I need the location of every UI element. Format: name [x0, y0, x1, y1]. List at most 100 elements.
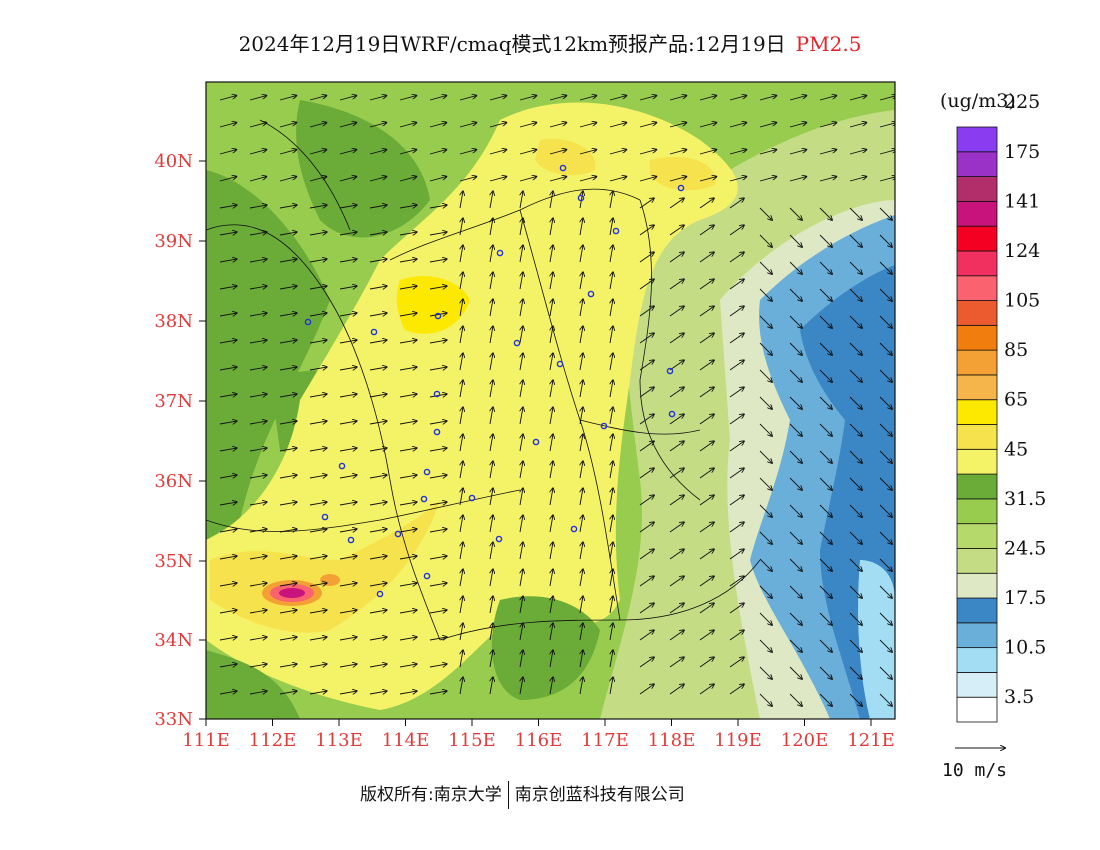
- wind-vector: [399, 340, 417, 343]
- wind-vector: [580, 245, 583, 263]
- wind-vector: [849, 150, 866, 155]
- wind-vector: [279, 96, 296, 101]
- city-marker: [570, 525, 578, 533]
- lat-label: 38N: [154, 311, 193, 332]
- wind-vector: [729, 414, 744, 425]
- wind-vector: [879, 177, 895, 182]
- wind-vector: [429, 286, 447, 289]
- wind-vector: [490, 326, 493, 344]
- wind-vector: [729, 522, 744, 533]
- wind-vector: [339, 394, 357, 397]
- colorbar-swatch: [956, 374, 998, 401]
- lon-label: 115E: [448, 730, 496, 751]
- wind-vector: [309, 448, 327, 451]
- wind-vector: [550, 515, 553, 533]
- wind-vector: [279, 286, 297, 289]
- latitude-labels: 40N 39N 38N 37N 36N 35N 34N 33N: [154, 151, 206, 730]
- copyright-right: 南京创蓝科技有限公司: [514, 785, 685, 805]
- wind-vector: [429, 610, 447, 613]
- wind-vector: [520, 191, 523, 209]
- wind-vector: [639, 96, 656, 101]
- city-marker: [420, 495, 428, 503]
- wind-vector: [729, 549, 744, 560]
- wind-vector: [759, 123, 776, 128]
- wind-vector: [279, 664, 297, 667]
- wind-vector: [580, 542, 583, 560]
- lon-label: 120E: [781, 730, 829, 751]
- wind-vector: [639, 522, 654, 533]
- wind-vector: [490, 461, 493, 479]
- wind-vector: [249, 448, 267, 451]
- wind-vector: [879, 234, 892, 247]
- wind-vector: [729, 279, 744, 290]
- city-marker: [376, 590, 384, 598]
- city-marker: [468, 494, 476, 502]
- wind-vector: [610, 353, 613, 371]
- wind-vector: [399, 232, 417, 235]
- wind-vector: [219, 421, 237, 424]
- wind-vector: [249, 529, 267, 532]
- wind-vector: [309, 232, 327, 235]
- wind-vector: [490, 407, 493, 425]
- wind-vector: [279, 556, 297, 559]
- wind-vector: [549, 123, 566, 128]
- wind-vector: [759, 342, 772, 355]
- wind-vector: [520, 272, 523, 290]
- wind-vector: [610, 488, 613, 506]
- wind-vector: [789, 150, 806, 155]
- wind-vector: [219, 286, 237, 289]
- wind-vector: [789, 639, 802, 652]
- wind-vector: [249, 259, 267, 262]
- wind-vector: [849, 288, 862, 301]
- lon-label: 119E: [714, 730, 762, 751]
- wind-vector: [729, 468, 744, 479]
- wind-vector: [309, 421, 327, 424]
- wind-vector: [610, 623, 613, 641]
- wind-vector: [639, 252, 654, 263]
- wind-vector: [460, 515, 463, 533]
- wind-vector: [279, 637, 297, 640]
- wind-vector: [669, 306, 684, 317]
- wind-vector: [309, 637, 327, 640]
- wind-vector: [520, 353, 523, 371]
- wind-vector: [399, 205, 417, 208]
- wind-vector: [429, 340, 447, 343]
- wind-vector: [699, 441, 714, 452]
- colorbar-swatch: [956, 225, 998, 252]
- wind-vector: [849, 177, 866, 182]
- wind-vector: [699, 198, 714, 209]
- wind-vector: [610, 677, 613, 695]
- wind-vector: [279, 583, 297, 586]
- city-marker: [423, 572, 431, 580]
- wind-vector: [729, 657, 744, 668]
- wind-vector: [580, 650, 583, 668]
- wind-vector: [219, 637, 237, 640]
- wind-vector: [309, 96, 326, 101]
- wind-vector: [249, 205, 267, 208]
- colorbar-swatch: [956, 548, 998, 574]
- wind-vector: [399, 177, 416, 182]
- wind-vector: [580, 272, 583, 290]
- city-marker: [304, 318, 312, 326]
- wind-vector: [879, 396, 892, 409]
- wind-vector: [699, 123, 716, 128]
- wind-vector: [669, 495, 684, 506]
- wind-vector: [610, 515, 613, 533]
- wind-vector: [279, 475, 297, 478]
- wind-vector: [490, 434, 493, 452]
- colorbar-label: 225: [1004, 91, 1040, 113]
- wind-vector: [580, 218, 583, 236]
- wind-vector: [490, 542, 493, 560]
- lon-label: 114E: [382, 730, 430, 751]
- wind-vector: [789, 369, 802, 382]
- wind-vector: [429, 556, 447, 559]
- wind-vector: [849, 585, 862, 598]
- wind-vector: [759, 585, 772, 598]
- wind-vector: [369, 205, 387, 208]
- wind-vector: [309, 150, 326, 155]
- wind-vector: [819, 261, 832, 274]
- wind-vector: [550, 569, 553, 587]
- wind-vector: [639, 576, 654, 587]
- lon-label: 113E: [315, 730, 363, 751]
- wind-vector: [429, 150, 446, 155]
